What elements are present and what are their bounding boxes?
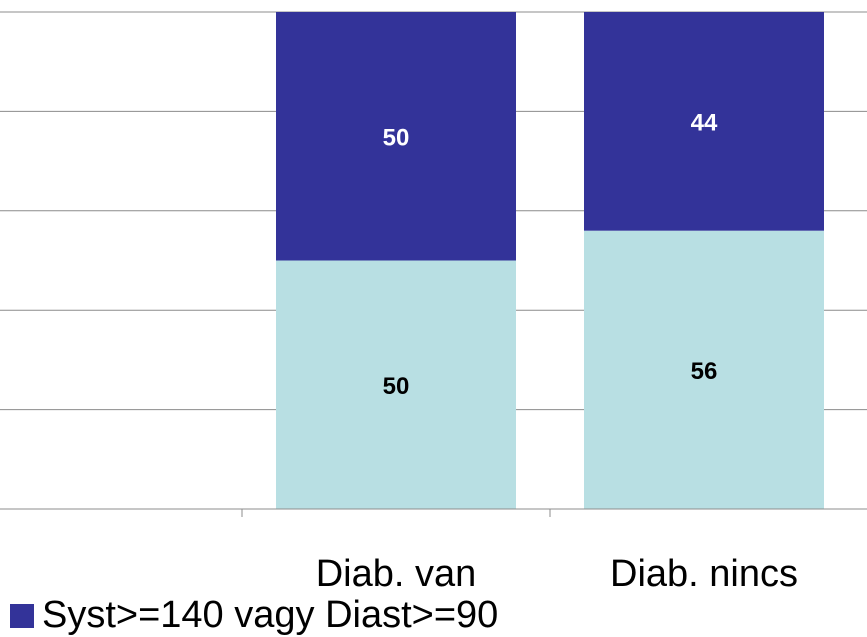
- bars: [276, 12, 824, 509]
- legend: Syst>=140 vagy Diast>=90: [10, 594, 498, 637]
- x-axis: Diab. van Diab. nincs: [0, 508, 867, 595]
- bar-segment-upper: [584, 12, 824, 231]
- legend-swatch: [10, 603, 34, 628]
- x-tick-label: Diab. van: [316, 553, 477, 595]
- data-label: 50: [383, 124, 410, 151]
- data-label: 56: [691, 358, 718, 385]
- bar-segment-upper: [276, 12, 516, 261]
- data-labels: 50 50 56 44: [383, 109, 718, 399]
- bar-segment-lower: [276, 260, 516, 509]
- data-label: 50: [383, 373, 410, 400]
- bar-segment-lower: [584, 230, 824, 509]
- x-tick-label: Diab. nincs: [610, 553, 798, 595]
- legend-label: Syst>=140 vagy Diast>=90: [42, 594, 499, 636]
- data-label: 44: [691, 109, 718, 136]
